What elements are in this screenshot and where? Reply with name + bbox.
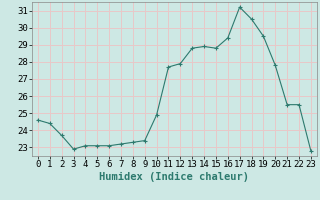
X-axis label: Humidex (Indice chaleur): Humidex (Indice chaleur) [100, 172, 249, 182]
